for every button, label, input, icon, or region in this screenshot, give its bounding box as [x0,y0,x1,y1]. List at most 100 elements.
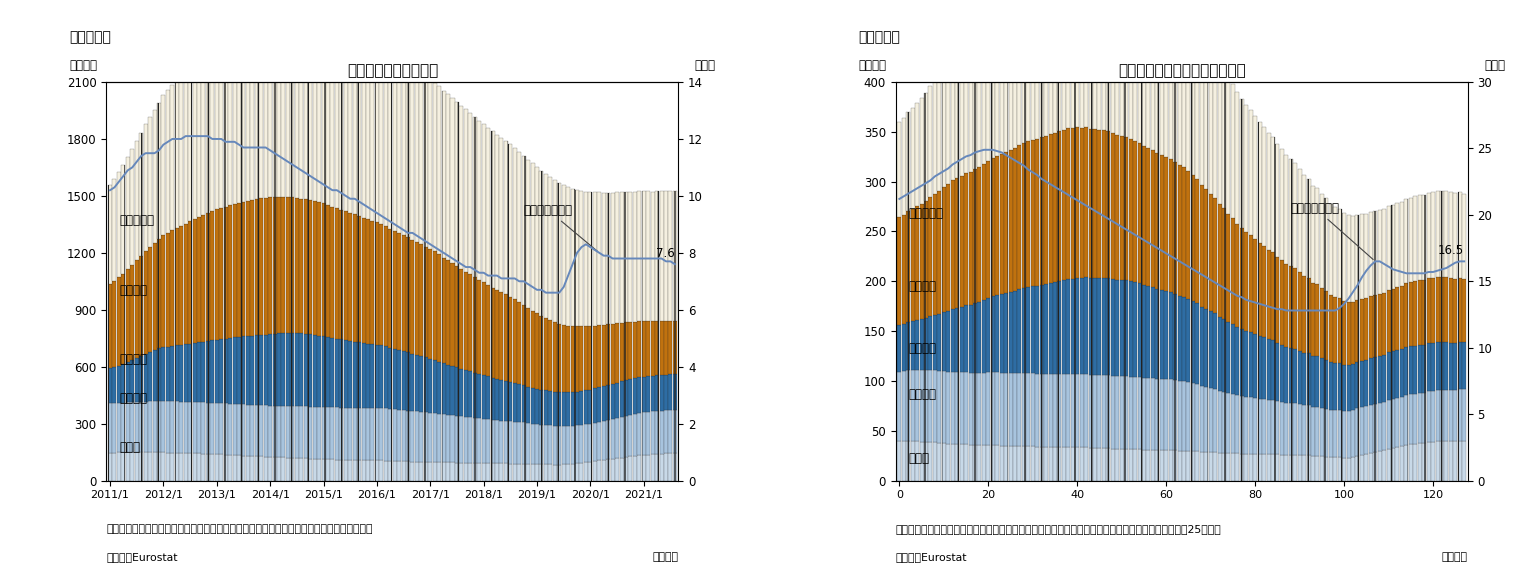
Bar [1214,452,1217,481]
Bar [344,408,348,460]
Bar [1307,179,1311,278]
Bar [1062,374,1066,447]
Bar [1450,278,1453,343]
Bar [148,117,152,247]
Bar [545,174,548,318]
Bar [316,17,321,202]
Bar [424,462,427,481]
Bar [446,415,450,462]
Bar [522,156,526,305]
Bar [1177,14,1182,165]
Bar [628,379,633,415]
Bar [348,408,353,460]
Bar [672,453,677,481]
Bar [1013,148,1018,291]
Bar [637,377,642,413]
Bar [304,13,307,199]
Bar [1138,449,1142,481]
Bar [540,316,543,390]
Bar [446,364,450,415]
Bar [1151,0,1154,150]
Bar [189,453,192,481]
Bar [494,290,499,379]
Bar [406,352,411,411]
Bar [561,185,566,325]
Bar [1110,449,1115,481]
Bar [175,345,179,401]
Bar [937,190,941,314]
Bar [402,461,406,481]
Bar [660,454,663,481]
Bar [1013,445,1018,481]
Bar [1004,4,1008,152]
Bar [999,294,1004,373]
Bar [1369,212,1373,296]
Bar [602,386,605,421]
Bar [415,242,418,355]
Bar [1048,134,1053,283]
Bar [198,57,201,217]
Bar [928,442,932,481]
Bar [233,204,237,338]
Bar [1334,297,1337,363]
Bar [1022,445,1025,481]
Bar [1048,374,1053,447]
Bar [450,98,455,263]
Bar [224,404,228,455]
Bar [941,186,946,312]
Bar [277,12,281,197]
Bar [628,322,633,379]
Bar [580,391,584,425]
Bar [1276,144,1279,257]
Bar [1337,456,1342,481]
Bar [122,274,125,364]
Bar [1182,381,1186,451]
Text: （％）: （％） [695,59,715,72]
Bar [619,458,624,481]
Bar [1307,405,1311,455]
Bar [1018,145,1022,289]
Bar [374,44,379,223]
Bar [598,325,601,387]
Bar [233,404,237,455]
Bar [201,403,205,454]
Bar [951,180,955,309]
Bar [281,197,286,333]
Bar [1453,343,1457,390]
Bar [1177,451,1182,481]
Bar [117,172,122,277]
Bar [300,333,303,406]
Bar [1404,347,1408,395]
Text: ドイツ: ドイツ [908,452,929,465]
Bar [897,325,902,372]
Bar [1235,92,1240,223]
Bar [665,374,668,410]
Bar [316,459,321,481]
Bar [437,254,441,362]
Bar [598,192,601,325]
Bar [1360,407,1364,455]
Bar [628,415,633,456]
Bar [1221,392,1226,452]
Bar [184,402,187,453]
Bar [1129,449,1133,481]
Bar [1230,84,1235,217]
Bar [1262,399,1265,454]
Bar [166,401,170,452]
Bar [1218,64,1221,203]
Bar [920,319,923,370]
Bar [450,415,455,462]
Bar [1258,399,1261,454]
Bar [1383,402,1386,449]
Bar [1080,278,1083,374]
Bar [1071,0,1075,128]
Bar [916,320,919,370]
Bar [1337,410,1342,456]
Bar [1196,384,1200,451]
Bar [642,377,646,412]
Bar [1196,303,1200,384]
Bar [1048,447,1053,481]
Bar [473,277,476,373]
Bar [1018,445,1022,481]
Bar [526,159,531,308]
